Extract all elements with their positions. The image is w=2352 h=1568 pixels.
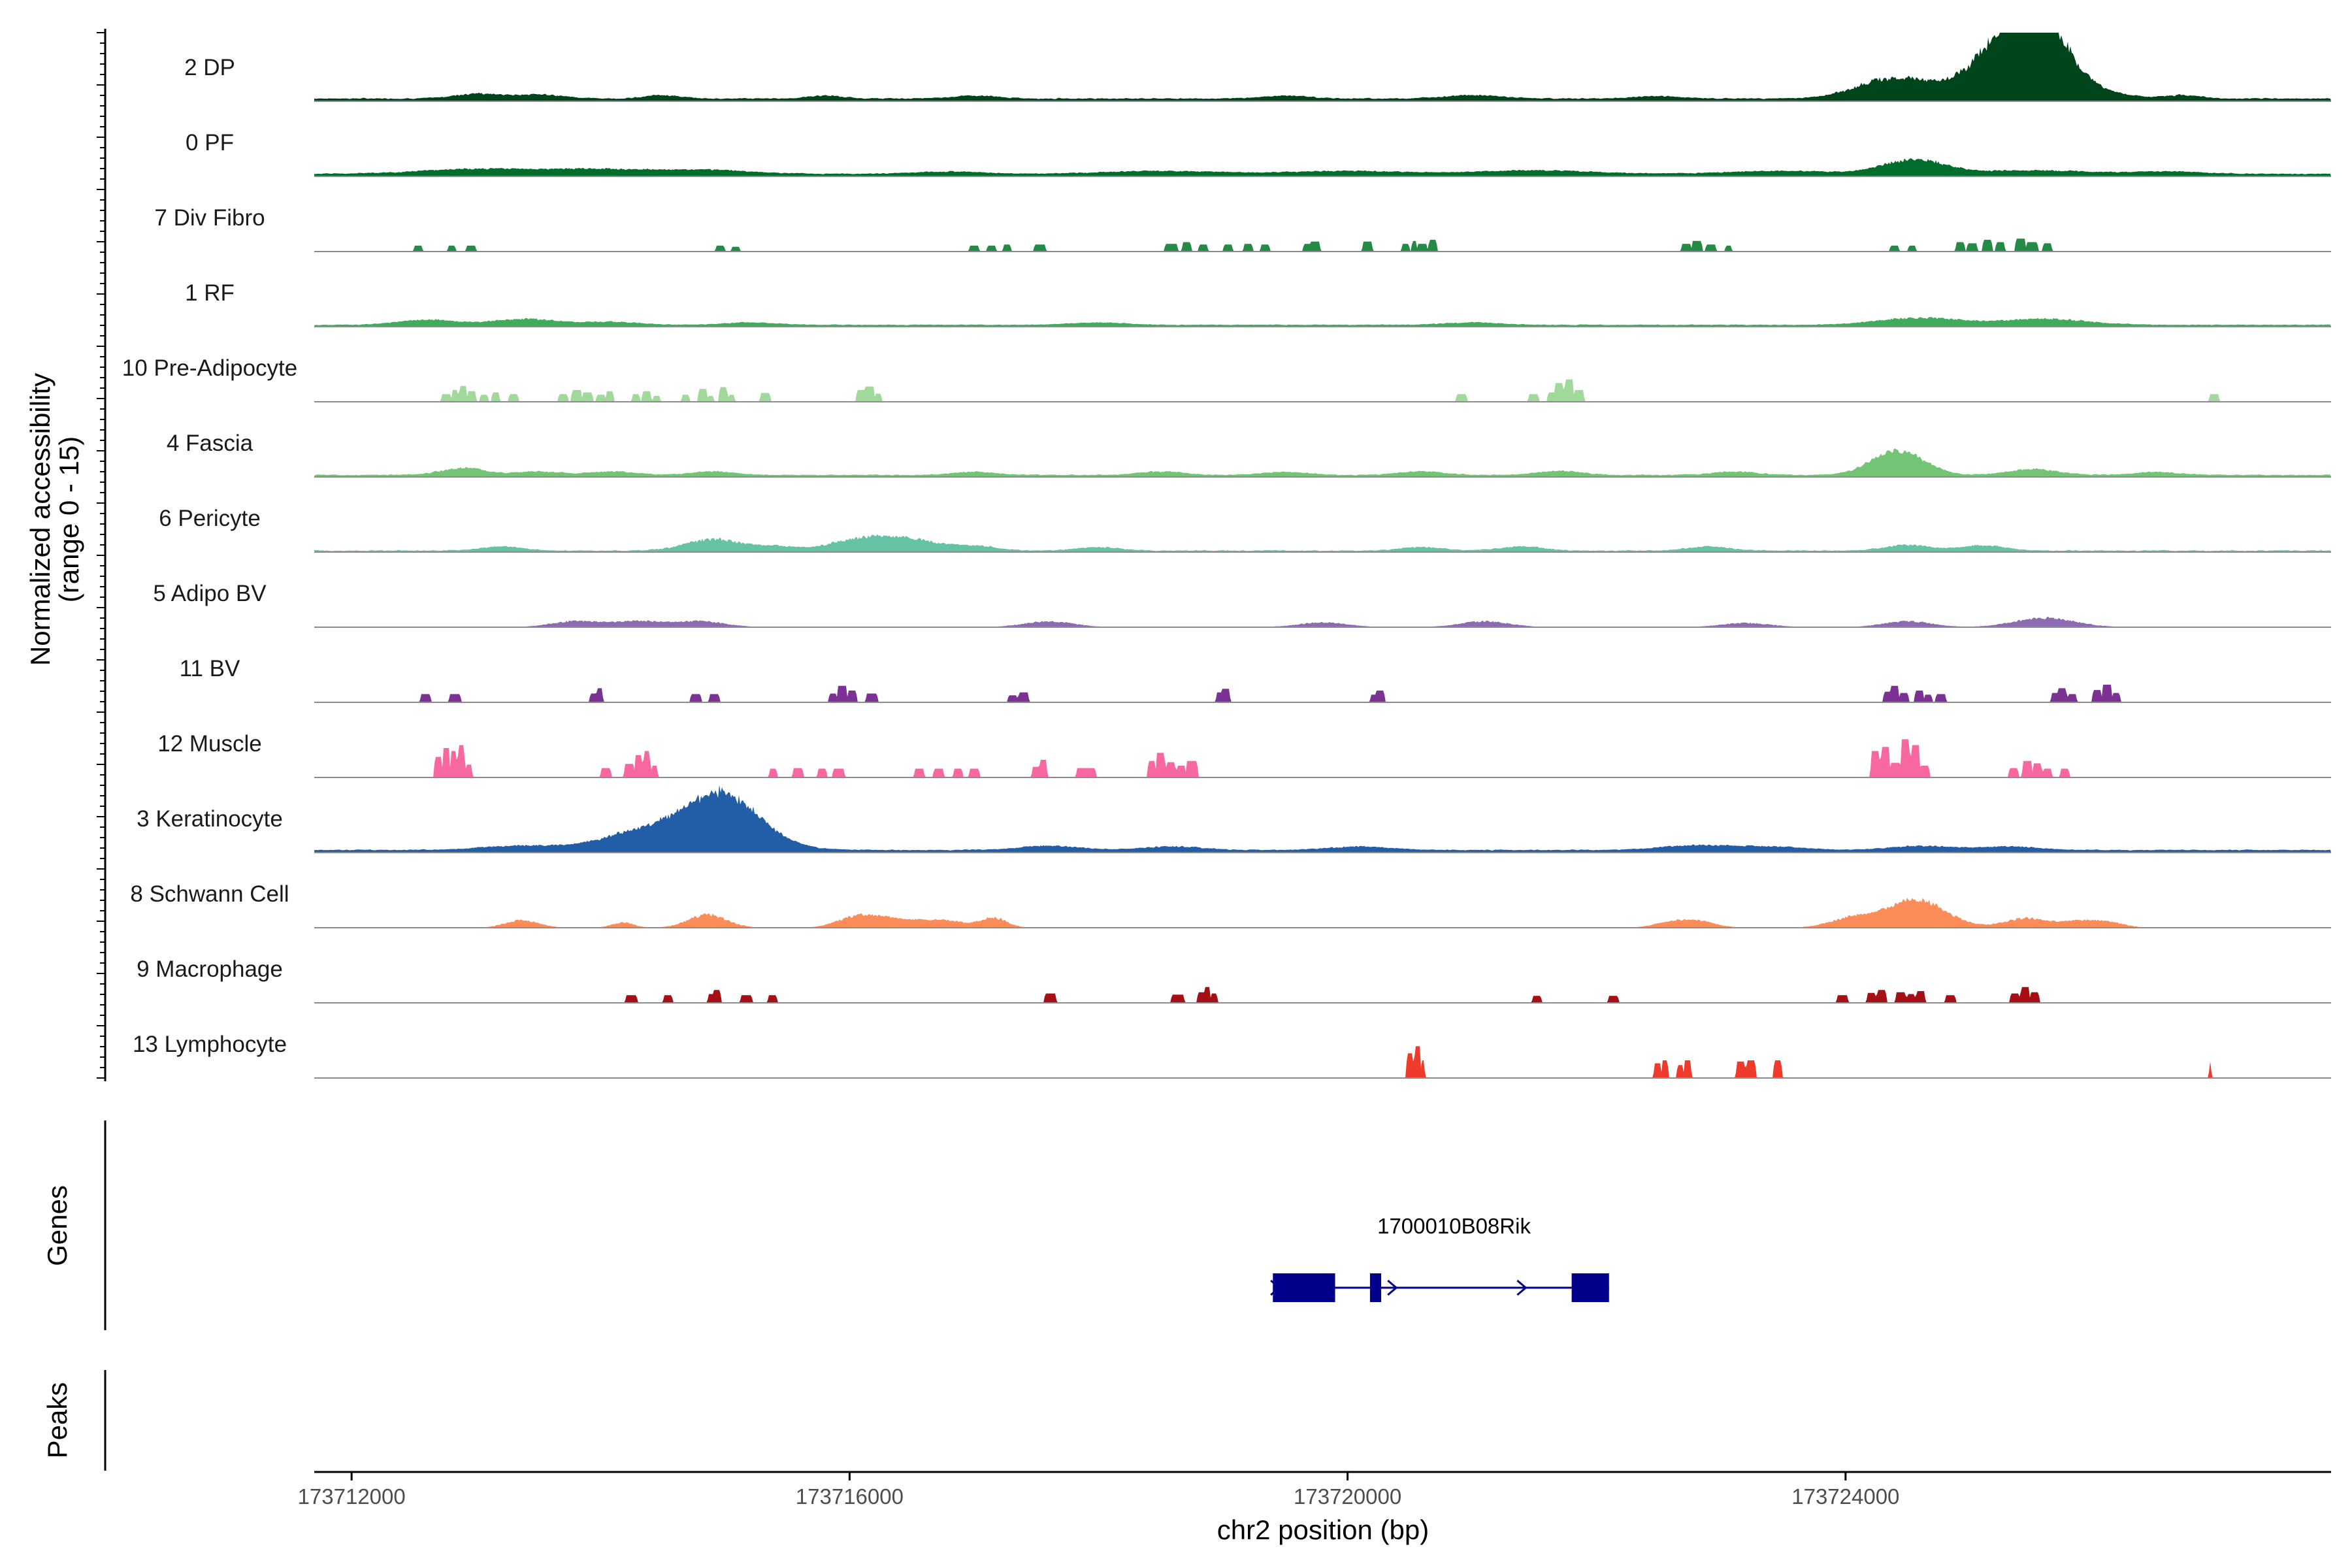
track-12-muscle: 12 Muscle: [157, 731, 2331, 778]
track-label: 8 Schwann Cell: [130, 881, 289, 907]
x-tick-label: 173712000: [298, 1484, 406, 1509]
track-label: 13 Lymphocyte: [133, 1032, 287, 1057]
track-1-rf: 1 RF: [185, 280, 2331, 327]
coverage-area: [314, 1046, 2331, 1078]
coverage-area: [314, 238, 2331, 252]
track-9-macrophage: 9 Macrophage: [137, 956, 2331, 1004]
coverage-area: [314, 987, 2331, 1003]
track-label: 5 Adipo BV: [153, 581, 267, 606]
y-axis-range-label: (range 0 - 15): [54, 436, 84, 602]
coverage-area: [314, 739, 2331, 777]
gene-exon: [1571, 1273, 1609, 1302]
coverage-tracks: 2 DP 0 PF 7 Div Fibro 1 RF 10 Pre-Adipocyte 4…: [122, 33, 2331, 1079]
track-label: 11 BV: [180, 656, 240, 681]
track-label: 4 Fascia: [167, 431, 253, 456]
x-tick-label: 173724000: [1791, 1484, 1899, 1509]
coverage-area: [314, 379, 2331, 402]
track-label: 2 DP: [184, 55, 235, 80]
coverage-area: [314, 33, 2331, 101]
gene-exon: [1273, 1273, 1335, 1302]
x-axis-ticks: 173712000 173716000 173720000 173724000: [298, 1472, 1899, 1509]
x-tick-label: 173720000: [1294, 1484, 1401, 1509]
track-13-lymphocyte: 13 Lymphocyte: [133, 1032, 2331, 1079]
y-axis-title: Normalized accessibility: [25, 373, 56, 666]
track-label: 12 Muscle: [157, 731, 262, 757]
track-label: 1 RF: [185, 280, 235, 306]
coverage-area: [314, 448, 2331, 477]
strand-arrow: [1516, 1279, 1527, 1296]
track-label: 10 Pre-Adipocyte: [122, 355, 297, 381]
track-label: 9 Macrophage: [137, 956, 283, 982]
track-label: 6 Pericyte: [159, 506, 261, 531]
coverage-area: [314, 685, 2331, 702]
track-8-schwann-cell: 8 Schwann Cell: [130, 881, 2331, 928]
track-label: 3 Keratinocyte: [137, 806, 283, 832]
coverage-area: [314, 317, 2331, 327]
track-10-pre-adipocyte: 10 Pre-Adipocyte: [122, 355, 2331, 402]
track-4-fascia: 4 Fascia: [167, 431, 2331, 478]
coverage-area: [314, 158, 2331, 176]
coverage-area: [314, 616, 2331, 627]
coverage-area: [314, 898, 2331, 928]
track-7-div-fibro: 7 Div Fibro: [154, 205, 2331, 252]
gene-label: 1700010B08Rik: [1377, 1214, 1531, 1238]
x-tick-label: 173716000: [796, 1484, 904, 1509]
track-5-adipo-bv: 5 Adipo BV: [153, 581, 2331, 628]
track-label: 0 PF: [186, 130, 234, 155]
strand-arrow: [1387, 1279, 1398, 1296]
track-0-pf: 0 PF: [186, 130, 2331, 177]
track-11-bv: 11 BV: [180, 656, 2331, 703]
track-label: 7 Div Fibro: [154, 205, 265, 231]
track-6-pericyte: 6 Pericyte: [159, 506, 2331, 553]
gene-track: [1270, 1273, 1609, 1302]
track-2-dp: 2 DP: [184, 33, 2331, 102]
genes-track-title: Genes: [42, 1185, 73, 1266]
y-axis-ticks: [97, 32, 105, 1079]
x-axis-title: chr2 position (bp): [1217, 1514, 1429, 1545]
strand-arrow: [1270, 1279, 1281, 1296]
gene-exon: [1369, 1273, 1382, 1302]
track-3-keratinocyte: 3 Keratinocyte: [137, 785, 2331, 853]
coverage-area: [314, 534, 2331, 552]
coverage-area: [314, 785, 2331, 853]
peaks-track-title: Peaks: [42, 1382, 73, 1459]
